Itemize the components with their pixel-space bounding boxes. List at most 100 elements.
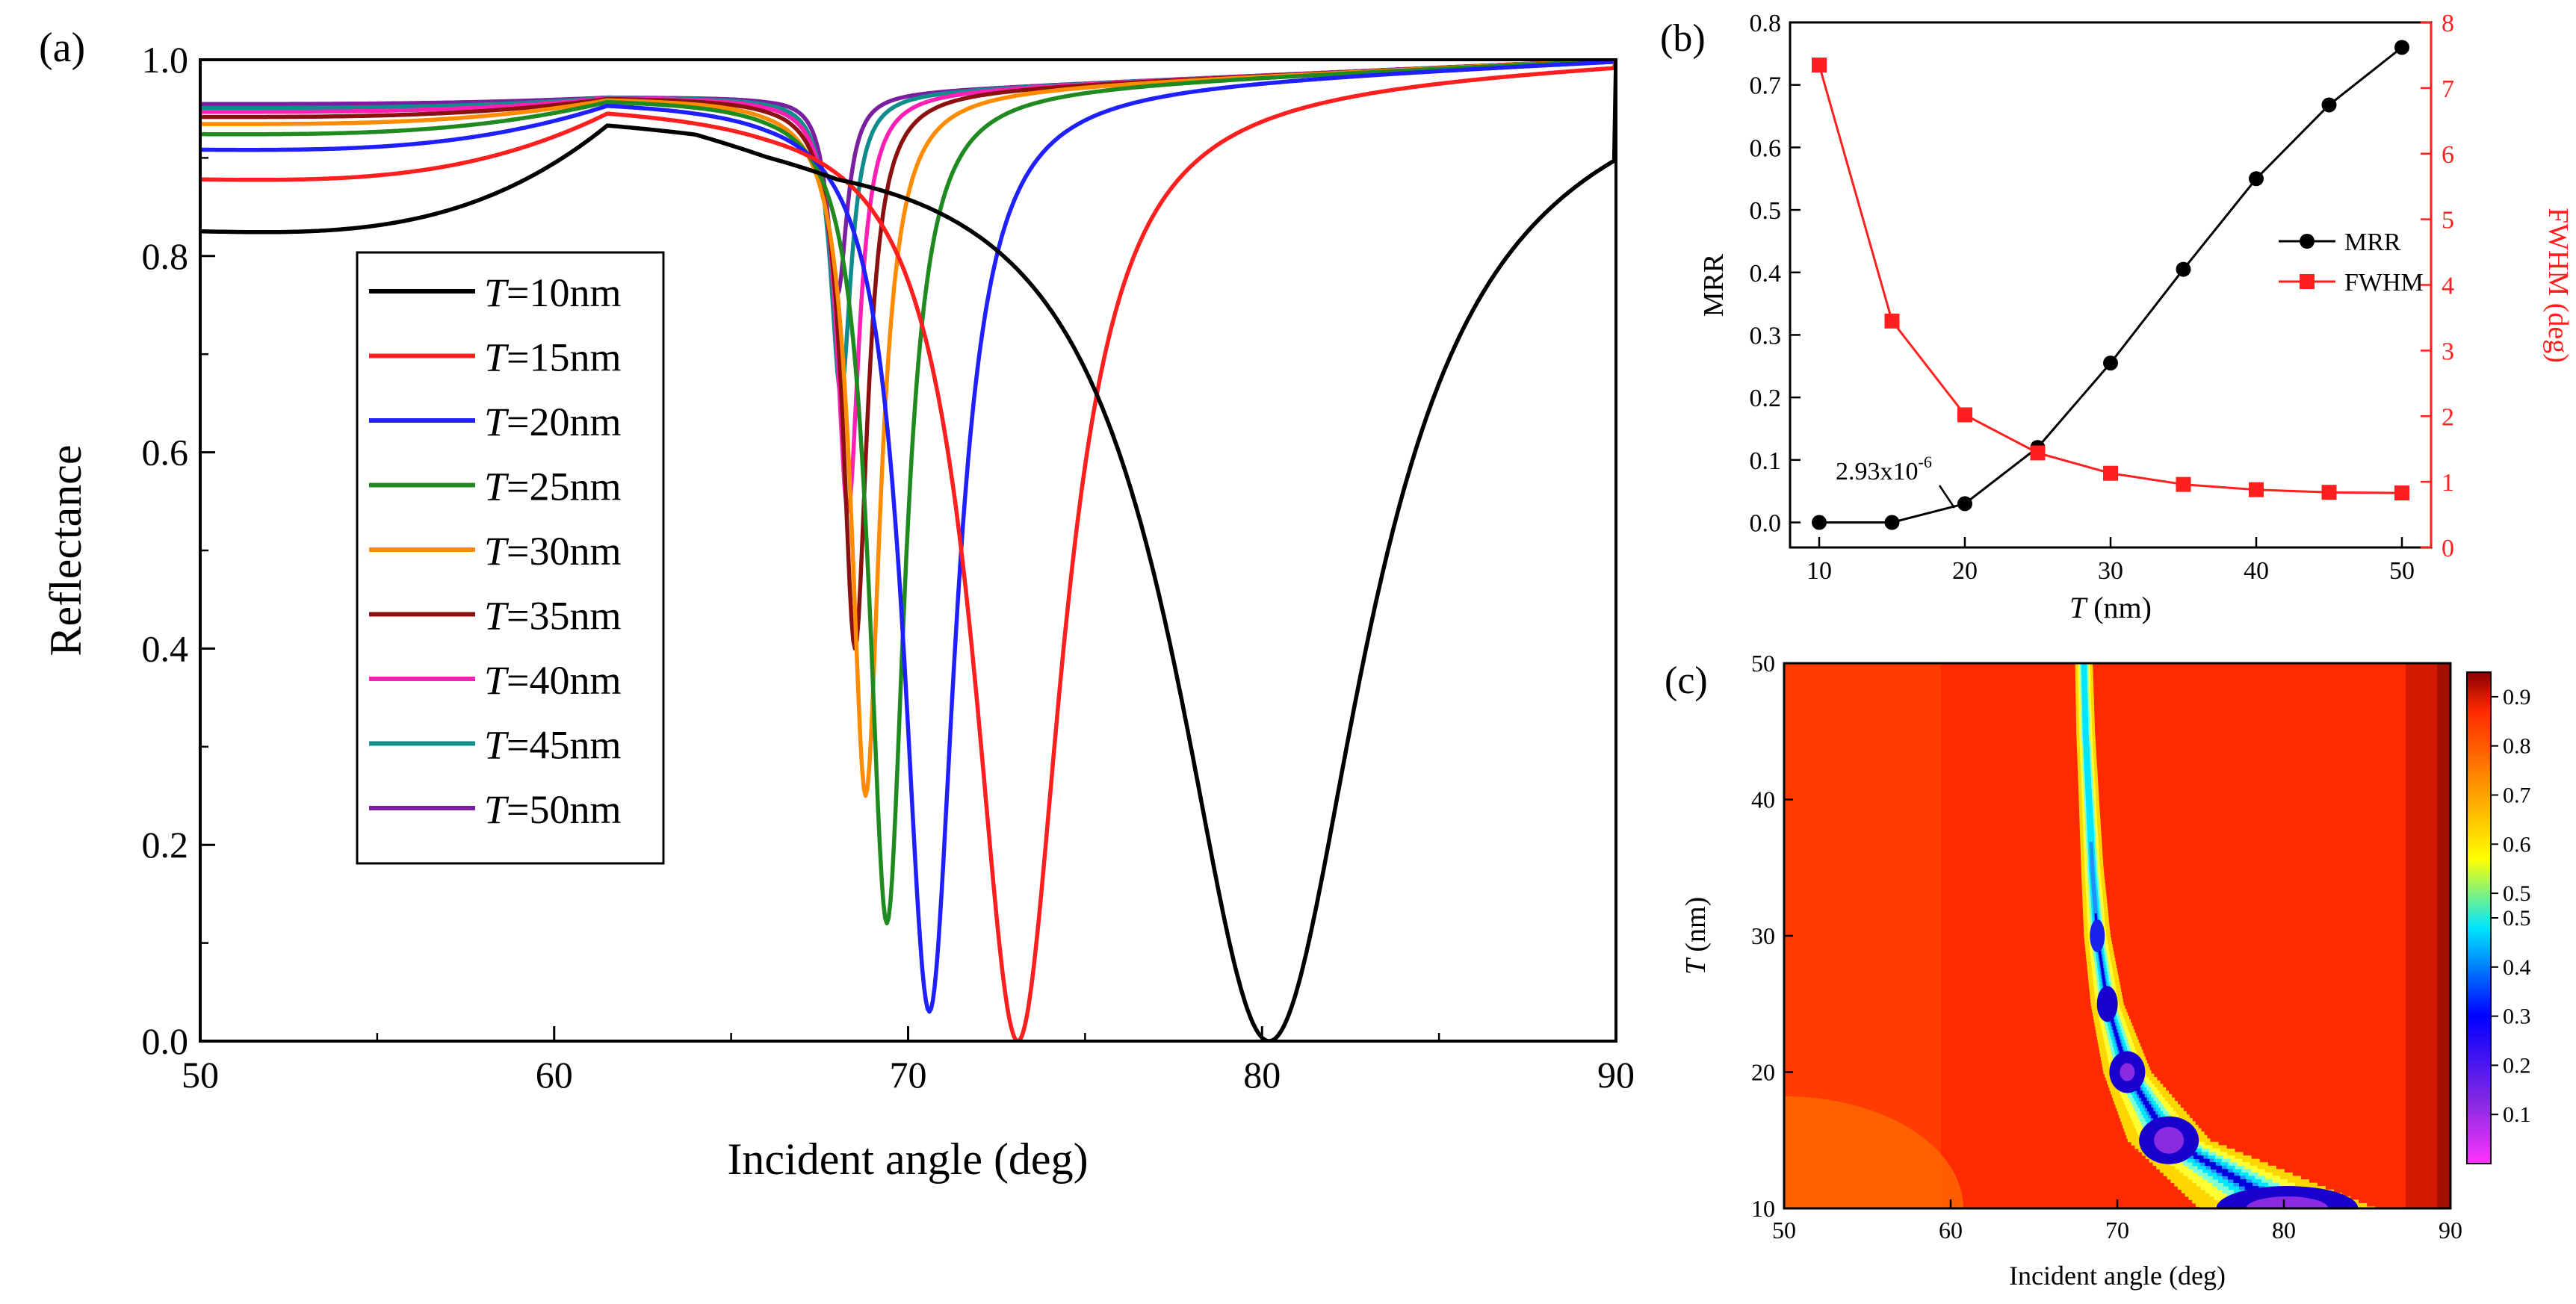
c-ridge-cell <box>2092 892 2096 897</box>
c-ridge-cell <box>2082 733 2089 737</box>
c-colorbar <box>2466 671 2492 1164</box>
c-ridge-cell <box>2083 739 2090 744</box>
b-annotation-text: 2.93x10-6 <box>1836 453 1932 485</box>
c-ridge-cell <box>2081 695 2088 700</box>
b-annotation-leader <box>1938 485 1956 509</box>
c-y-tick-label: 20 <box>1751 1059 1775 1086</box>
a-y-tick-label: 0.8 <box>142 235 189 277</box>
c-ridge-cell <box>2081 692 2088 696</box>
b-y-left-tick-label: 0.2 <box>1750 385 1782 412</box>
c-x-tick-label: 80 <box>2272 1217 2296 1244</box>
b-point-fwhm <box>2103 465 2118 481</box>
c-tick-group: 50 60 70 80 90 10 20 30 40 50 <box>1751 650 2462 1244</box>
c-ridge-cell <box>2084 753 2090 757</box>
c-ridge-cell <box>2091 879 2096 884</box>
b-point-mrr <box>2394 40 2409 55</box>
a-legend: T=10nm T=15nm T=20nm T=25nm T=30nm T=35nm T=40… <box>356 251 665 865</box>
b-point-mrr <box>2321 97 2337 113</box>
a-series-group <box>200 60 1616 1041</box>
a-legend-label-T45: T=45nm <box>484 723 622 768</box>
c-ridge-cell <box>2244 1186 2259 1190</box>
b-legend-label-fwhm: FWHM <box>2344 269 2424 296</box>
b-y-left-tick-label: 0.3 <box>1750 322 1782 350</box>
c-colorbar-tick-label: 0.9 <box>2503 685 2531 710</box>
c-colorbar-tick-label: 0.6 <box>2503 832 2531 857</box>
b-legend: MRR FWHM <box>2279 229 2424 296</box>
b-x-tick-label: 20 <box>1952 557 1978 585</box>
c-ridge-cell <box>2089 845 2093 849</box>
b-tick-group: 10 20 30 40 50 0.0 0.1 0.2 0.3 0.4 0.5 0.6 0.7 0.8 0 1 2… <box>1750 10 2455 585</box>
c-ridge-cell <box>2091 883 2096 887</box>
c-ridge-cell <box>2102 981 2106 986</box>
c-ridge-cell <box>2085 790 2092 795</box>
c-ridge-cell <box>2085 783 2092 788</box>
b-legend-marker-mrr <box>2300 234 2315 249</box>
c-ridge-cell <box>2193 1155 2204 1160</box>
c-ridge-cell <box>2140 1097 2147 1102</box>
c-ridge-cell <box>2090 869 2095 873</box>
c-ridge-cell <box>2098 951 2102 955</box>
c-ridge-cell <box>2090 862 2094 866</box>
c-y-tick-label: 50 <box>1751 650 1775 677</box>
c-ridge-cell <box>2145 1104 2152 1108</box>
c-ridge-minimum <box>2246 1196 2329 1208</box>
b-y-left-tick-label: 0.6 <box>1750 134 1782 162</box>
c-ridge-cell <box>2083 746 2090 751</box>
b-y-left-tick-label: 0.7 <box>1750 72 1782 100</box>
c-colorbar-tick-label: 0.5 <box>2503 906 2531 931</box>
b-y-right-tick-label: 1 <box>2442 469 2454 497</box>
a-y-axis-label: Reflectance <box>41 444 90 656</box>
b-annotation: 2.93x10-6 <box>1836 453 1956 509</box>
c-ridge-cell <box>2090 872 2095 877</box>
b-y-right-tick-label: 7 <box>2442 75 2454 103</box>
panel-label-b: (b) <box>1660 17 1706 60</box>
c-ridge-minimum <box>2120 1063 2135 1081</box>
c-ridge-cell <box>2093 903 2098 907</box>
b-x-axis-label: T (nm) <box>2069 591 2152 624</box>
b-point-mrr <box>2176 261 2191 277</box>
b-y-right-tick-label: 8 <box>2442 10 2454 37</box>
c-colorbar-tick-label: 0.1 <box>2503 1102 2531 1127</box>
c-ridge-cell <box>2100 964 2104 969</box>
a-series-line-T20 <box>200 60 1616 1014</box>
c-ridge-cell <box>2085 798 2093 801</box>
c-colorbar-tick-group: 0.1 0.2 0.3 0.4 0.50.5 0.6 0.7 0.8 0.9 <box>2491 685 2531 1127</box>
c-ridge-cell <box>2083 743 2090 747</box>
c-ridge-cell <box>2082 709 2088 713</box>
c-heatmap-right-edge-dark <box>2437 663 2450 1208</box>
c-ridge-cell <box>2099 961 2103 965</box>
c-ridge-cell <box>2087 835 2095 839</box>
c-ridge-cell <box>2084 766 2091 771</box>
c-ridge-cell <box>2119 1049 2124 1054</box>
c-ridge-cell <box>2099 954 2102 958</box>
c-ridge-cell <box>2090 859 2094 863</box>
b-y-left-tick-label: 0.8 <box>1750 10 1782 37</box>
c-ridge-cell <box>2101 971 2105 975</box>
c-ridge-cell <box>2233 1179 2247 1183</box>
a-y-tick-label: 0.0 <box>142 1020 189 1062</box>
b-point-fwhm <box>2030 445 2046 461</box>
c-colorbar-tick-label: 0.8 <box>2503 734 2531 759</box>
c-ridge-cell <box>2112 1025 2117 1030</box>
c-ridge-cell <box>2081 685 2087 689</box>
c-y-tick-label: 30 <box>1751 922 1775 949</box>
b-point-fwhm <box>1884 313 1900 329</box>
c-ridge-cell <box>2082 722 2089 727</box>
panel-b: (b) 10 20 30 40 500.00.10.20.30.40.50.60.70.… <box>1660 10 2574 624</box>
c-ridge-cell <box>2087 838 2095 842</box>
c-ridge-cell <box>2239 1182 2253 1187</box>
c-colorbar-tick-label: 0.7 <box>2503 783 2531 808</box>
a-x-tick-label: 90 <box>1597 1054 1635 1096</box>
b-x-tick-label: 30 <box>2098 557 2123 585</box>
a-legend-label-T30: T=30nm <box>484 529 622 574</box>
b-y-right-tick-label: 2 <box>2442 403 2454 431</box>
c-ridge-cell <box>2089 842 2093 846</box>
b-point-fwhm <box>1957 407 1972 423</box>
a-tick-group: 50 60 70 80 90 0.0 0.2 0.4 0.6 0.8 1.0 <box>142 39 1635 1096</box>
c-ridge-cell <box>2114 1032 2119 1037</box>
c-ridge-cell <box>2082 729 2089 733</box>
c-ridge-cell <box>2086 807 2093 812</box>
a-legend-label-T40: T=40nm <box>484 658 622 703</box>
c-ridge-cell <box>2092 889 2096 894</box>
c-colorbar-tick-label: 0.3 <box>2503 1005 2531 1029</box>
